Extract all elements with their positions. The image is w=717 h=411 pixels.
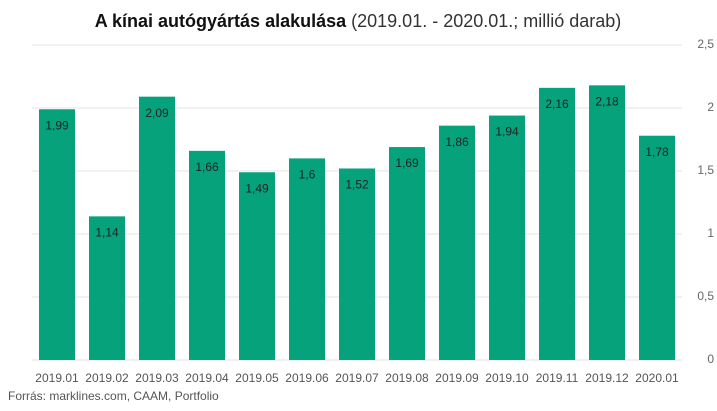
value-label: 1,66 (195, 160, 219, 174)
y-tick-label: 0,5 (697, 289, 714, 303)
x-tick-label: 2019.08 (385, 371, 429, 385)
value-label: 1,52 (345, 178, 369, 192)
y-tick-label: 1,5 (697, 163, 714, 177)
x-tick-label: 2019.06 (285, 371, 329, 385)
x-tick-label: 2019.10 (485, 371, 529, 385)
x-tick-label: 2019.11 (536, 371, 579, 385)
chart-subtitle: (2019.01. - 2020.01.; millió darab) (351, 11, 621, 31)
bar (489, 115, 525, 360)
x-tick-label: 2019.01 (35, 371, 79, 385)
bar (189, 150, 225, 360)
bar (289, 158, 325, 360)
x-tick-label: 2019.12 (585, 371, 629, 385)
value-label: 1,94 (495, 125, 519, 139)
chart-title: A kínai autógyártás alakulása (95, 11, 347, 31)
value-label: 1,14 (95, 226, 119, 240)
y-tick-label: 1 (707, 226, 714, 240)
bar (439, 125, 475, 360)
bar (339, 168, 375, 360)
y-tick-label: 2 (707, 100, 714, 114)
bar (89, 216, 125, 360)
value-label: 1,78 (645, 145, 669, 159)
bar (139, 96, 175, 360)
value-label: 1,99 (45, 118, 69, 132)
value-label: 2,16 (545, 97, 569, 111)
x-tick-label: 2019.07 (335, 371, 379, 385)
source-note: Forrás: marklines.com, CAAM, Portfolio (8, 389, 219, 403)
value-label: 1,69 (395, 156, 419, 170)
x-tick-label: 2020.01 (635, 371, 679, 385)
chart-heading: A kínai autógyártás alakulása (2019.01. -… (95, 11, 622, 31)
value-label: 1,86 (445, 135, 469, 149)
value-label: 1,6 (299, 168, 316, 182)
bar (239, 172, 275, 360)
bar (389, 147, 425, 360)
y-tick-label: 2,5 (697, 37, 714, 51)
value-label: 1,49 (245, 181, 269, 195)
x-tick-label: 2019.02 (85, 371, 129, 385)
x-tick-label: 2019.04 (185, 371, 229, 385)
bar (539, 87, 575, 360)
x-tick-label: 2019.09 (435, 371, 479, 385)
y-tick-label: 0 (707, 352, 714, 366)
x-tick-label: 2019.03 (135, 371, 179, 385)
value-label: 2,09 (145, 106, 169, 120)
x-tick-label: 2019.05 (235, 371, 279, 385)
value-label: 2,18 (595, 94, 619, 108)
bar (589, 85, 625, 360)
bar (639, 135, 675, 360)
bar (39, 109, 75, 360)
